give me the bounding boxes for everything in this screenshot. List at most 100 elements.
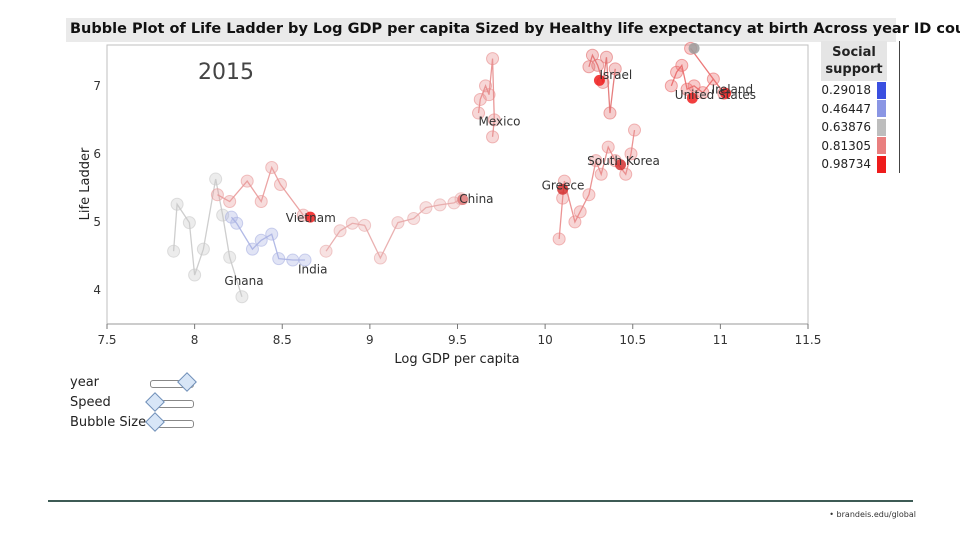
data-point[interactable] [624, 147, 638, 161]
data-point[interactable] [210, 188, 224, 202]
data-point[interactable] [272, 252, 286, 266]
data-point[interactable] [619, 167, 633, 181]
legend-entry-label: 0.29018 [821, 83, 871, 98]
country-label: Greece [542, 178, 585, 192]
x-tick-label: 11.5 [795, 333, 822, 347]
data-point[interactable] [675, 58, 689, 72]
data-point[interactable] [487, 113, 501, 127]
data-point[interactable] [582, 188, 596, 202]
data-point[interactable] [594, 167, 608, 181]
data-point[interactable] [407, 212, 421, 226]
data-point[interactable] [333, 224, 347, 238]
current-year-point[interactable] [557, 183, 569, 195]
legend-entry: 0.81305 [815, 137, 899, 156]
bubble-size-control-label: Bubble Size [70, 415, 147, 430]
data-point[interactable] [608, 62, 622, 76]
legend-swatch [877, 118, 886, 136]
data-point[interactable] [419, 201, 433, 215]
data-point[interactable] [687, 79, 701, 93]
data-point[interactable] [601, 140, 615, 154]
current-year-point[interactable] [686, 92, 698, 104]
current-year-point[interactable] [304, 211, 316, 223]
data-point[interactable] [603, 106, 617, 120]
data-point[interactable] [235, 290, 249, 304]
data-point[interactable] [696, 86, 710, 100]
data-point[interactable] [223, 250, 237, 264]
data-point[interactable] [254, 233, 268, 247]
current-year-point[interactable] [614, 159, 626, 171]
legend-entry-label: 0.46447 [821, 101, 871, 116]
series-line-3 [325, 198, 462, 260]
data-point[interactable] [552, 232, 566, 246]
data-point[interactable] [589, 154, 603, 168]
year-control-label: year [70, 375, 100, 390]
data-point[interactable] [486, 130, 500, 144]
data-point[interactable] [240, 174, 254, 188]
country-label: Mexico [479, 114, 521, 128]
country-label: South Korea [587, 154, 660, 168]
legend-entry: 0.46447 [815, 100, 899, 119]
data-point[interactable] [664, 79, 678, 93]
chart-title: Bubble Plot of Life Ladder by Log GDP pe… [70, 21, 960, 37]
data-point[interactable] [298, 253, 312, 267]
bubble-size-slider[interactable] [145, 412, 194, 432]
data-point[interactable] [286, 253, 300, 267]
current-year-point[interactable] [688, 42, 700, 54]
data-point[interactable] [670, 65, 684, 79]
data-point[interactable] [223, 195, 237, 209]
data-point[interactable] [265, 160, 279, 174]
current-year-point[interactable] [457, 193, 469, 205]
data-point[interactable] [373, 251, 387, 265]
data-point[interactable] [391, 216, 405, 230]
data-point[interactable] [573, 205, 587, 219]
data-point[interactable] [599, 50, 613, 64]
legend-entry-label: 0.63876 [821, 120, 871, 135]
data-point[interactable] [209, 172, 223, 186]
x-tick-label: 10.5 [619, 333, 646, 347]
data-point[interactable] [680, 82, 694, 96]
legend-entry-label: 0.81305 [821, 138, 871, 153]
country-label: Ghana [224, 274, 263, 288]
data-point[interactable] [254, 195, 268, 209]
data-point[interactable] [273, 178, 287, 191]
country-label: Ireland [712, 82, 754, 96]
data-point[interactable] [265, 227, 279, 241]
footer-divider [48, 500, 913, 502]
data-point[interactable] [472, 106, 486, 120]
x-tick-label: 8.5 [273, 333, 292, 347]
data-point[interactable] [628, 123, 642, 137]
data-point[interactable] [182, 216, 196, 230]
legend-title: Social support [821, 41, 887, 81]
speed-slider[interactable] [145, 392, 194, 412]
data-point[interactable] [482, 88, 496, 102]
current-year-point[interactable] [720, 87, 732, 99]
current-year-point[interactable] [593, 74, 605, 86]
data-point[interactable] [706, 72, 720, 86]
legend-swatch [877, 100, 886, 118]
data-point[interactable] [245, 242, 259, 256]
data-point[interactable] [167, 244, 181, 258]
y-tick-label: 4 [93, 283, 101, 297]
data-point[interactable] [196, 242, 210, 256]
year-slider[interactable] [150, 372, 197, 392]
legend-entry: 0.98734 [815, 155, 899, 174]
legend-swatch [877, 137, 886, 155]
data-point[interactable] [345, 216, 359, 230]
data-point[interactable] [433, 198, 447, 212]
data-point[interactable] [358, 218, 372, 232]
footer-url: • brandeis.edu/global [829, 510, 916, 519]
data-point[interactable] [188, 268, 202, 282]
x-tick-label: 7.5 [97, 333, 116, 347]
data-point[interactable] [591, 58, 605, 72]
data-point[interactable] [486, 52, 500, 66]
data-point[interactable] [585, 48, 599, 62]
frame-year-label: 2015 [198, 60, 254, 85]
data-point[interactable] [170, 197, 184, 211]
country-label: United States [675, 88, 756, 102]
data-point[interactable] [319, 244, 333, 258]
legend-entry: 0.29018 [815, 81, 899, 100]
y-axis-title: Life Ladder [78, 147, 93, 220]
data-point[interactable] [230, 216, 244, 230]
data-point[interactable] [568, 215, 582, 229]
